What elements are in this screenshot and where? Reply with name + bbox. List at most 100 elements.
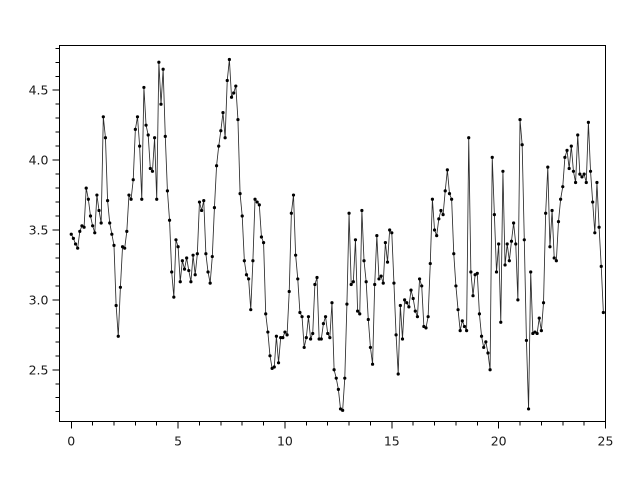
data-point bbox=[411, 296, 415, 301]
data-point bbox=[353, 238, 358, 242]
data-point bbox=[601, 310, 605, 315]
data-point bbox=[430, 197, 434, 201]
data-point bbox=[197, 200, 202, 204]
data-point bbox=[567, 166, 571, 171]
data-point bbox=[76, 246, 80, 250]
data-point bbox=[405, 301, 409, 305]
data-point bbox=[150, 169, 155, 173]
data-point bbox=[573, 180, 578, 185]
data-point bbox=[304, 336, 308, 340]
y-tick-label: 3.0 bbox=[29, 292, 49, 307]
data-point bbox=[437, 217, 441, 221]
data-point bbox=[497, 242, 501, 246]
data-point bbox=[219, 129, 223, 133]
data-point bbox=[349, 282, 353, 287]
data-point bbox=[101, 115, 105, 119]
data-point bbox=[332, 368, 336, 372]
data-point bbox=[383, 240, 387, 245]
data-point bbox=[512, 221, 516, 225]
data-point bbox=[424, 326, 428, 330]
data-point bbox=[191, 253, 195, 257]
data-point bbox=[486, 351, 490, 355]
data-point bbox=[210, 254, 214, 259]
data-point bbox=[285, 333, 289, 337]
data-point bbox=[388, 228, 392, 232]
data-point bbox=[97, 208, 101, 213]
data-point bbox=[276, 361, 281, 365]
data-point bbox=[379, 274, 383, 278]
data-point bbox=[467, 136, 471, 140]
data-point bbox=[153, 136, 157, 140]
data-point bbox=[69, 232, 73, 236]
data-point bbox=[492, 213, 496, 217]
data-point bbox=[326, 331, 330, 336]
data-point bbox=[195, 252, 199, 256]
data-point bbox=[283, 330, 287, 334]
data-point bbox=[541, 301, 546, 305]
data-point bbox=[176, 245, 180, 249]
data-point bbox=[595, 180, 599, 185]
data-point bbox=[358, 312, 362, 316]
data-point bbox=[159, 102, 163, 106]
data-point bbox=[561, 185, 565, 189]
data-point bbox=[439, 208, 443, 213]
data-point bbox=[362, 259, 366, 263]
data-point bbox=[554, 259, 558, 263]
data-point bbox=[234, 84, 238, 88]
data-point bbox=[328, 336, 332, 340]
data-point bbox=[336, 387, 340, 391]
y-tick-label: 2.5 bbox=[29, 362, 49, 377]
data-point bbox=[291, 193, 296, 197]
data-point bbox=[247, 277, 251, 281]
data-point bbox=[112, 243, 116, 247]
data-point bbox=[435, 234, 439, 238]
data-point bbox=[200, 208, 204, 213]
data-point bbox=[180, 259, 184, 263]
data-point bbox=[522, 238, 526, 242]
data-point bbox=[123, 246, 127, 250]
data-point bbox=[488, 368, 492, 372]
data-point bbox=[163, 134, 167, 138]
data-point bbox=[319, 337, 323, 341]
data-point bbox=[187, 268, 191, 273]
data-point bbox=[452, 252, 456, 256]
data-point bbox=[441, 213, 445, 217]
data-point bbox=[477, 312, 482, 316]
data-point bbox=[373, 282, 377, 287]
data-point bbox=[503, 263, 507, 267]
data-point bbox=[266, 330, 270, 334]
data-point bbox=[116, 334, 120, 338]
data-point bbox=[296, 277, 300, 281]
data-point bbox=[345, 302, 349, 306]
data-point bbox=[78, 229, 82, 233]
data-point bbox=[225, 78, 229, 83]
data-point bbox=[432, 228, 437, 232]
data-point bbox=[537, 316, 541, 320]
data-point bbox=[193, 273, 197, 277]
data-point bbox=[108, 221, 112, 225]
data-point bbox=[217, 144, 221, 148]
data-point bbox=[204, 252, 208, 256]
data-point bbox=[529, 270, 533, 274]
data-point bbox=[306, 315, 311, 319]
data-point bbox=[559, 197, 563, 201]
data-point bbox=[268, 354, 272, 358]
data-point bbox=[578, 172, 582, 176]
data-point bbox=[157, 60, 161, 64]
data-point bbox=[465, 329, 469, 333]
series-markers bbox=[69, 57, 605, 412]
data-point bbox=[142, 85, 146, 90]
data-point bbox=[565, 148, 569, 152]
data-point bbox=[484, 340, 488, 344]
data-point bbox=[129, 197, 133, 201]
data-point bbox=[240, 214, 244, 218]
data-point bbox=[490, 155, 494, 159]
data-point bbox=[249, 308, 253, 312]
data-point bbox=[548, 245, 552, 249]
data-point bbox=[223, 136, 227, 140]
data-point bbox=[138, 144, 142, 148]
data-series bbox=[69, 57, 605, 412]
data-point bbox=[597, 225, 601, 229]
data-point bbox=[71, 236, 75, 240]
data-point bbox=[105, 199, 110, 203]
